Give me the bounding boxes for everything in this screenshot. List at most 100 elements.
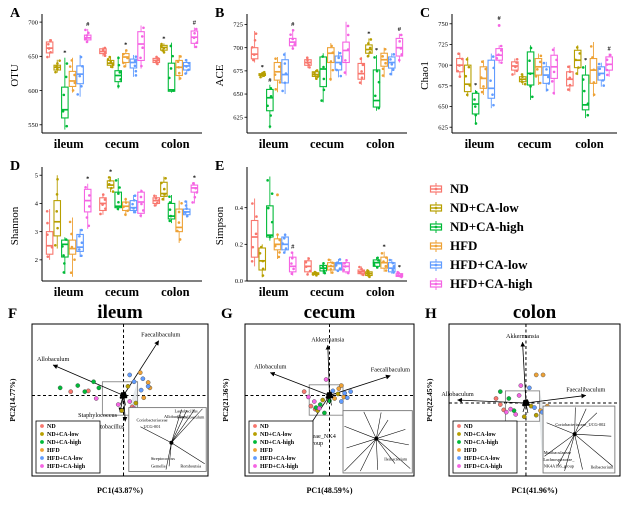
inset-taxon-label: NK4A136_group — [544, 464, 574, 469]
pca-legend-box — [35, 420, 101, 474]
box-D-cecum-HFD+CA-low — [129, 194, 138, 214]
box-B-colon-ND+CA-high — [372, 55, 381, 111]
legend-label: ND+CA-high — [450, 219, 524, 234]
box-D-ileum-ND — [45, 209, 54, 260]
box-D-ileum-ND+CA-high — [61, 237, 69, 274]
x-category-label: colon — [161, 137, 190, 151]
pca-legend-label: HFD+CA-low — [47, 456, 83, 462]
y-tick: 650 — [28, 54, 38, 61]
box-D-ileum-ND+CA-low — [53, 175, 62, 249]
taxon-arrow-label: Allobaculum — [37, 356, 69, 363]
box-C-colon-ND+CA-high — [581, 65, 590, 119]
y-tick: 625 — [438, 124, 448, 131]
sample-point — [513, 412, 518, 417]
pca-legend-label: ND+CA-low — [464, 432, 496, 438]
pca-legend-label: HFD+CA-high — [47, 464, 86, 470]
panel-letter: A — [10, 6, 21, 21]
pca-y-label: PC2(21.36%) — [221, 378, 230, 422]
legend-label: HFD+CA-low — [450, 257, 528, 272]
boxplot-key-icon — [429, 202, 443, 214]
box-E-cecum-HFD+CA-low — [334, 258, 343, 273]
box-D-colon-ND — [152, 194, 161, 207]
box-C-ileum-HFD+CA-low — [487, 53, 496, 109]
inset-taxon-label: UCG-001 — [144, 424, 161, 429]
box-C-colon-HFD+CA-low — [597, 62, 606, 87]
y-tick: 675 — [233, 68, 243, 75]
inset-taxon-label: Allobaculum — [164, 414, 187, 419]
pca-y-label: PC2(14.77%) — [8, 378, 17, 422]
box-E-cecum-HFD+CA-high — [342, 258, 350, 275]
sample-point — [322, 410, 327, 416]
pca-legend-label: HFD+CA-low — [464, 456, 500, 462]
box-D-colon-ND+CA-low — [160, 176, 168, 201]
x-category-label: colon — [366, 137, 395, 151]
box-B-cecum-ND+CA-low — [311, 69, 320, 81]
sample-point — [506, 396, 512, 401]
legend-label: ND — [450, 181, 469, 196]
taxon-arrow-label: Allobaculum — [441, 391, 473, 398]
pca-legend-label: HFD — [464, 448, 477, 454]
legend-item-hfd: HFD — [428, 238, 623, 254]
sample-point — [527, 385, 532, 391]
x-category-label: cecum — [517, 137, 552, 151]
sample-point — [330, 388, 336, 394]
inset-taxon-label: Lachnospiraceae_ — [543, 457, 575, 462]
y-axis-label: ACE — [214, 64, 226, 86]
significance-mark: * — [383, 244, 386, 251]
sample-point — [323, 377, 329, 382]
significance-mark: * — [584, 57, 587, 64]
box-A-colon-ND — [152, 55, 161, 66]
x-category-label: ileum — [54, 285, 84, 299]
box-B-ileum-HFD+CA-high — [288, 28, 297, 50]
significance-mark: * — [124, 41, 127, 48]
sample-point — [533, 372, 539, 378]
sample-point — [518, 383, 524, 388]
pca-legend-label: ND — [464, 424, 473, 430]
box-E-ileum-HFD+CA-low — [281, 233, 289, 254]
box-D-cecum-ND+CA-high — [114, 178, 122, 211]
box-E-ileum-ND+CA-high — [266, 176, 274, 241]
sample-point — [119, 408, 125, 413]
significance-mark: # — [86, 21, 90, 28]
sample-point — [521, 414, 527, 420]
pca-x-label: PC1(48.59%) — [307, 486, 353, 495]
sample-point — [532, 405, 537, 410]
sample-point — [133, 400, 139, 406]
box-D-cecum-ND+CA-low — [106, 176, 115, 193]
box-A-ileum-ND+CA-high — [61, 57, 69, 130]
box-B-ileum-ND — [250, 30, 259, 63]
panel-letter: H — [425, 306, 437, 322]
pca-legend-label: HFD+CA-low — [260, 456, 296, 462]
pca-legend-label: HFD — [47, 448, 60, 454]
box-D-ileum-HFD — [68, 217, 77, 277]
box-C-cecum-ND+CA-high — [526, 45, 535, 100]
boxplot-key-icon — [429, 183, 443, 195]
box-E-colon-HFD — [380, 251, 388, 272]
box-C-cecum-HFD — [534, 53, 543, 86]
sample-point — [140, 376, 146, 382]
box-E-ileum-HFD+CA-high — [288, 251, 297, 276]
sample-point — [68, 389, 74, 394]
y-tick: 2 — [35, 257, 38, 264]
box-D-colon-HFD+CA-high — [190, 181, 199, 204]
box-B-ileum-ND+CA-high — [266, 84, 274, 129]
panel-letter: G — [221, 306, 233, 322]
box-A-colon-HFD — [175, 54, 183, 81]
sample-point — [145, 384, 151, 389]
sample-point — [317, 406, 322, 411]
pca-legend-label: ND+CA-high — [260, 440, 295, 446]
y-tick: 0.0 — [235, 278, 243, 285]
box-A-colon-ND+CA-low — [160, 42, 168, 54]
sample-point — [127, 399, 132, 404]
significance-mark: * — [86, 176, 89, 183]
sample-point — [339, 383, 344, 388]
legend-label: ND+CA-low — [450, 200, 519, 215]
box-B-cecum-ND+CA-high — [319, 53, 327, 103]
sample-point — [131, 379, 137, 385]
